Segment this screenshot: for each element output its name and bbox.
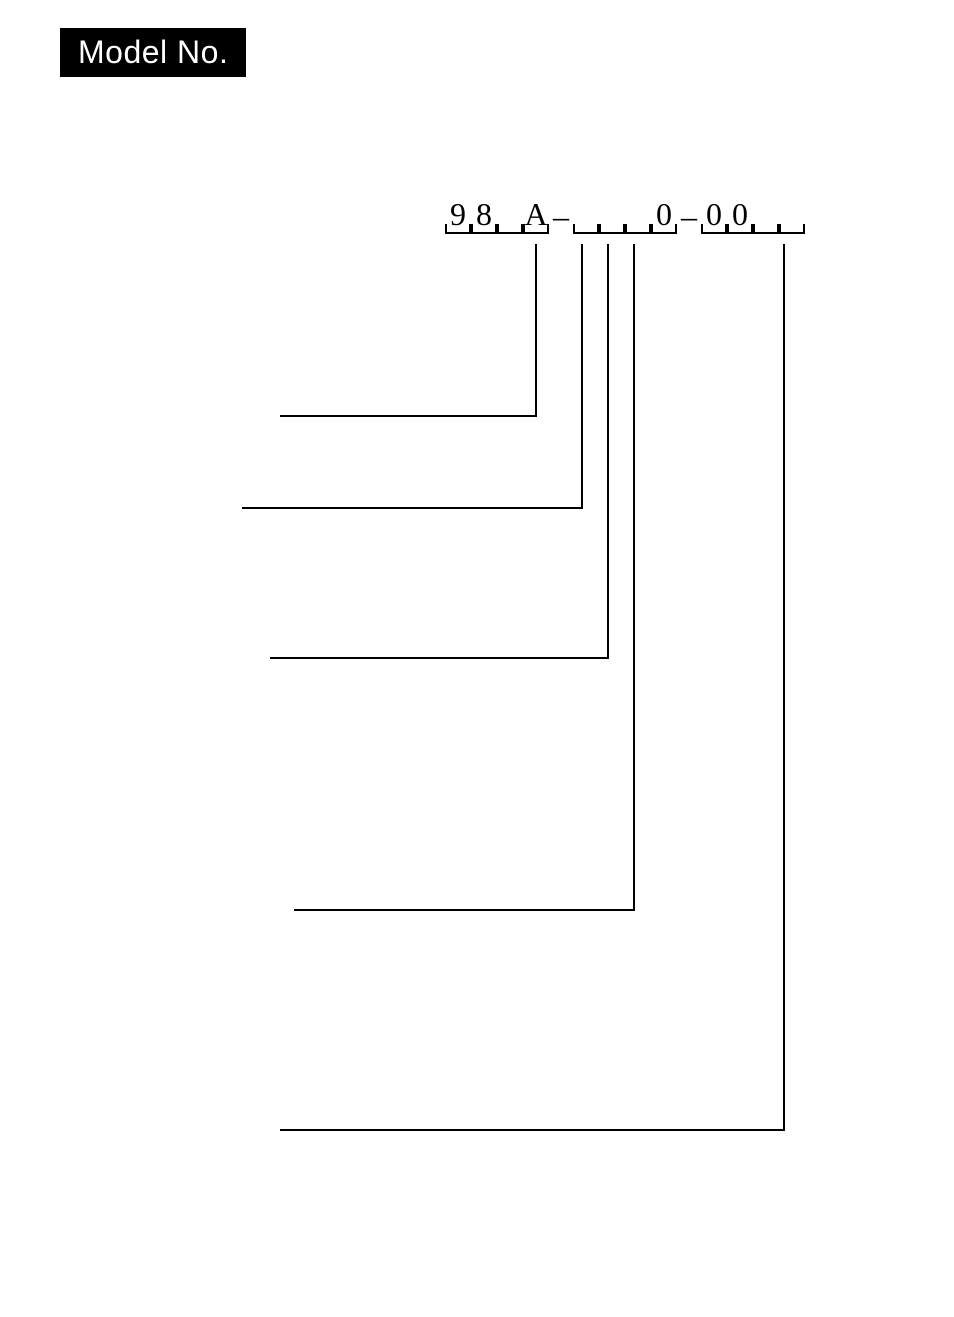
leader-line — [270, 244, 608, 658]
page-root: Model No. 98 A– 0–00 — [0, 0, 954, 1317]
leader-lines-svg — [0, 0, 954, 1317]
leader-line — [242, 244, 582, 508]
leader-line — [280, 244, 536, 416]
leader-line — [280, 244, 784, 1130]
